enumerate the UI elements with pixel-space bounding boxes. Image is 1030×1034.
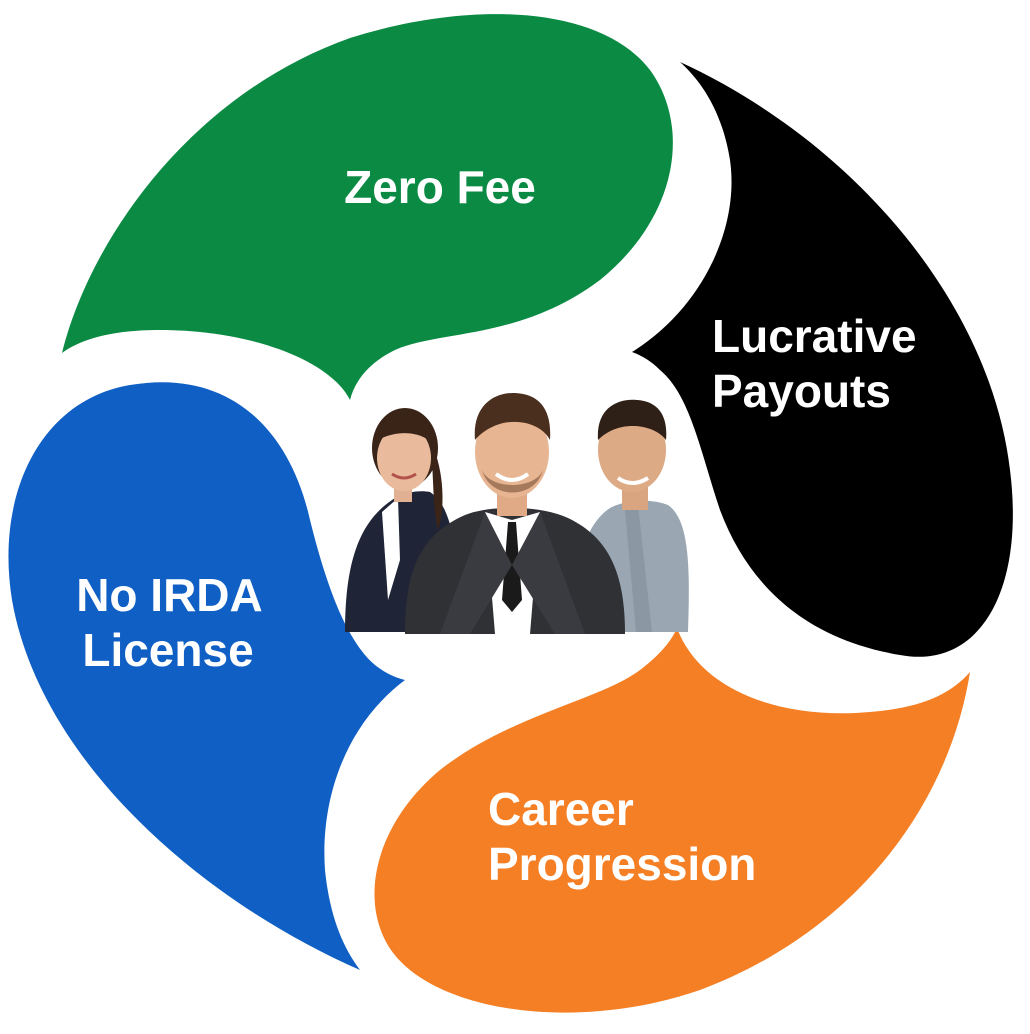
career-progression-label-line-2: Progression [488,838,756,890]
lucrative-payouts-label-line-1: Lucrative [712,310,917,362]
career-progression-petal [374,628,970,1013]
no-irda-license-petal [8,382,405,971]
no-irda-license-label: No IRDA License [76,569,274,676]
zero-fee-petal [62,14,673,400]
business-team-photo [345,392,689,634]
zero-fee-label-line: Zero Fee [344,161,536,213]
lucrative-payouts-label-line-2: Payouts [712,365,891,417]
career-progression-label: Career Progression [488,783,756,890]
lucrative-payouts-petal [632,62,1013,657]
no-irda-license-label-line-1: No IRDA [76,569,261,621]
career-progression-label-line-1: Career [488,783,634,835]
lucrative-payouts-label: Lucrative Payouts [712,310,929,417]
no-irda-license-label-line-2: License [82,624,253,676]
businessman-center-figure [405,392,625,634]
zero-fee-label: Zero Fee [344,161,536,213]
